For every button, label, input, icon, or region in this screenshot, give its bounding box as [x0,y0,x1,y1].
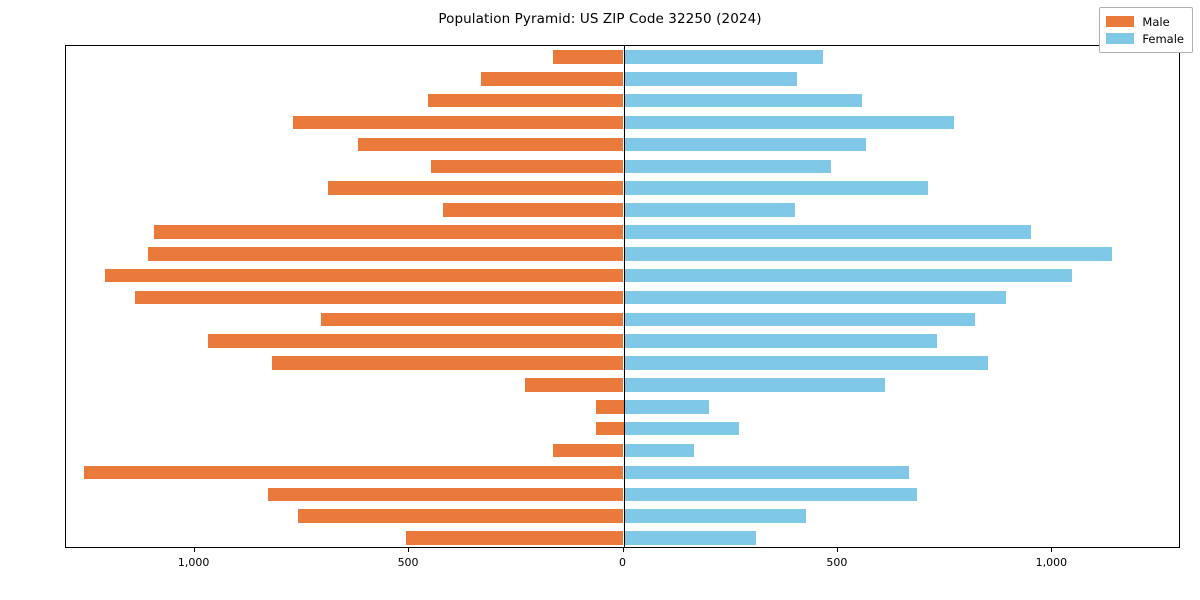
bar-female [623,225,1031,239]
bar-male [297,509,624,523]
bar-row [66,290,1179,305]
plot-area [65,45,1180,548]
bar-row [66,378,1179,392]
bar-row [66,246,1179,261]
bar-male [405,531,624,545]
x-axis-tick-mark [1051,548,1053,552]
x-axis-tick-label: 500 [826,556,848,569]
bar-row [66,159,1179,174]
bar-male [134,290,624,305]
zero-axis-line [623,46,625,547]
bar-row [66,421,1179,436]
bar-row [66,312,1179,327]
bar-row [66,356,1179,370]
bar-male [293,115,624,130]
bar-row [66,181,1179,195]
bar-row [66,137,1179,152]
x-axis-tick-label: 0 [619,556,626,569]
bar-row [66,225,1179,239]
bar-female [623,378,886,392]
bar-male [267,487,624,502]
bar-row [66,487,1179,502]
bar-male [321,312,624,327]
bar-row [66,72,1179,86]
legend-label: Female [1142,31,1184,46]
bar-female [623,115,954,130]
bar-row [66,93,1179,108]
bar-female [623,531,757,545]
bar-male [427,93,624,108]
bar-male [552,50,624,64]
bar-male [271,356,624,370]
bar-male [443,203,624,217]
bar-row [66,509,1179,523]
bar-male [153,225,624,239]
bar-male [327,181,624,195]
bar-male [524,378,624,392]
x-axis-tick-mark [193,548,195,552]
bars-layer [66,46,1179,547]
bar-female [623,509,806,523]
bar-female [623,465,909,480]
bar-row [66,465,1179,480]
bar-female [623,400,710,414]
bar-male [357,137,624,152]
bar-male [595,400,624,414]
bar-male [430,159,624,174]
bar-row [66,50,1179,64]
bar-female [623,312,976,327]
bar-female [623,159,832,174]
bar-female [623,181,928,195]
bar-row [66,115,1179,130]
legend: Male Female [1099,7,1193,53]
bar-row [66,334,1179,348]
bar-row [66,268,1179,283]
x-axis-tick-label: 1,000 [177,556,210,569]
bar-female [623,443,695,458]
bar-female [623,356,989,370]
legend-label: Male [1142,14,1170,29]
bar-female [623,421,740,436]
legend-swatch-male [1106,16,1135,27]
x-axis-tick-label: 500 [397,556,419,569]
bar-female [623,246,1113,261]
bar-male [552,443,624,458]
legend-swatch-female [1106,33,1135,44]
bar-female [623,50,823,64]
legend-item-female[interactable]: Female [1106,30,1184,47]
legend-item-male[interactable]: Male [1106,13,1184,30]
bar-female [623,72,798,86]
bar-male [84,465,624,480]
bar-male [104,268,624,283]
x-axis-tick-mark [836,548,838,552]
bar-male [207,334,624,348]
x-axis-tick-label: 1,000 [1035,556,1068,569]
bar-male [480,72,624,86]
x-axis-tick-mark [622,548,624,552]
bar-row [66,203,1179,217]
bar-row [66,443,1179,458]
bar-female [623,268,1072,283]
bar-female [623,93,862,108]
bar-male [148,246,624,261]
bar-female [623,137,866,152]
bar-female [623,487,918,502]
x-axis-tick-mark [408,548,410,552]
bar-female [623,203,796,217]
bar-female [623,290,1007,305]
bar-row [66,400,1179,414]
bar-row [66,531,1179,545]
bar-female [623,334,937,348]
bar-male [595,421,624,436]
page-title: Population Pyramid: US ZIP Code 32250 (2… [438,11,762,27]
